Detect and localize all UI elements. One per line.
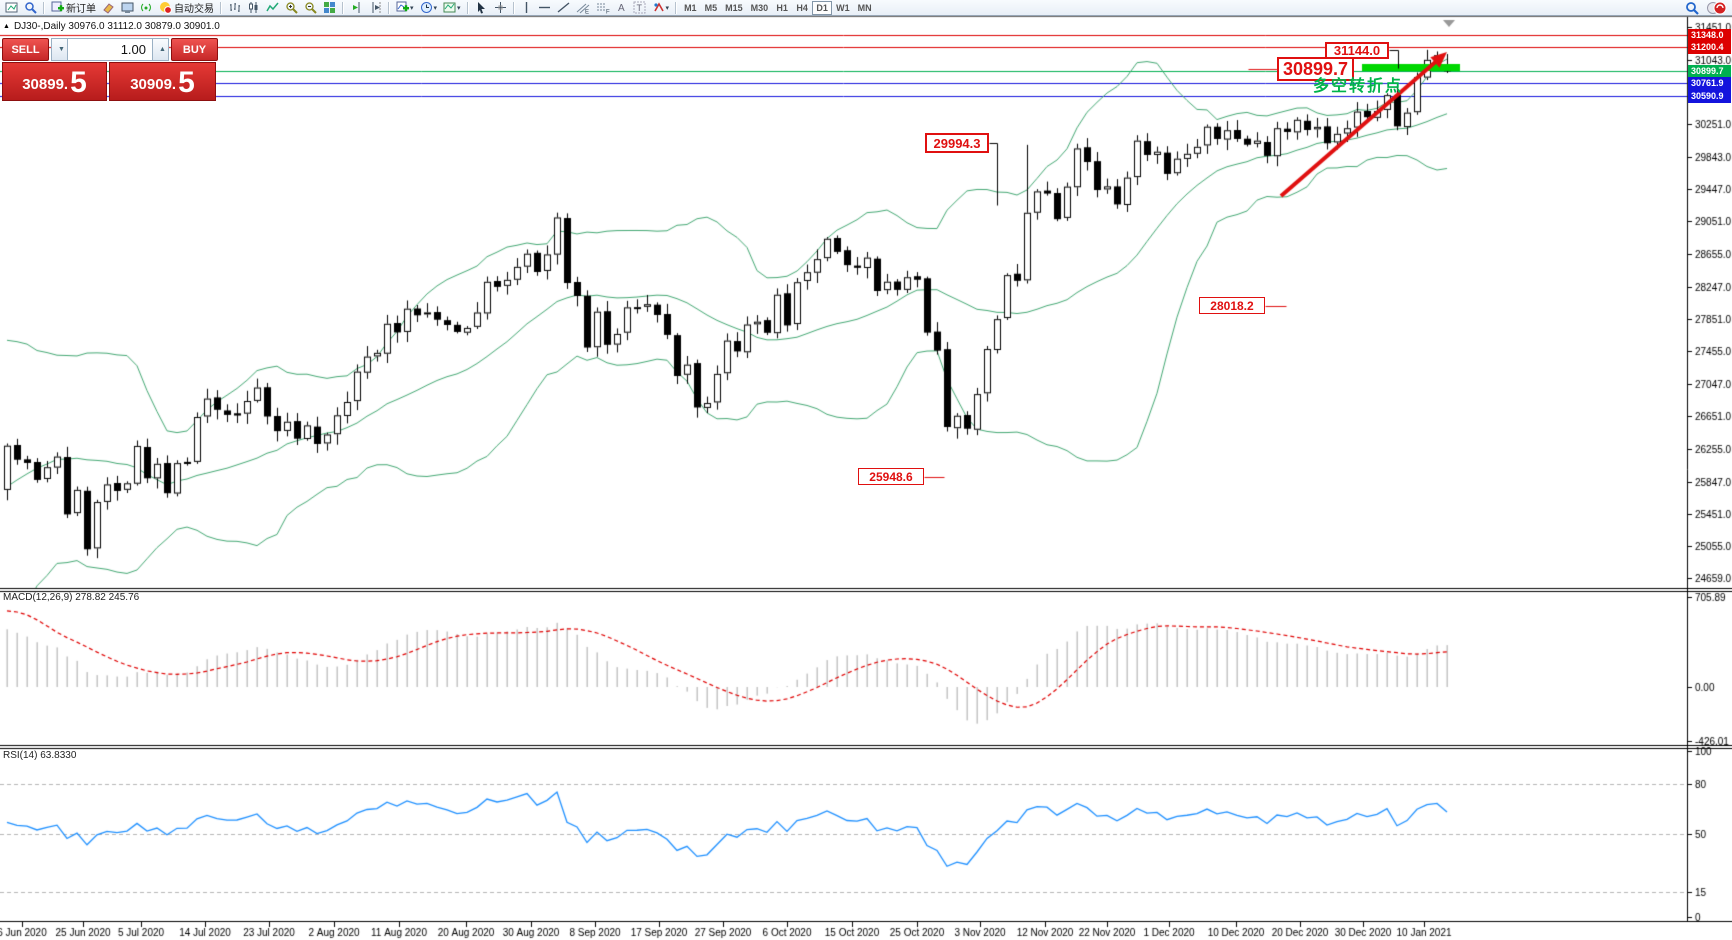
trendline-button[interactable] (555, 1, 572, 15)
volume-input[interactable] (68, 38, 152, 61)
svg-text:A: A (618, 3, 625, 14)
toolbar-separator (675, 1, 678, 14)
zoom-in-button[interactable] (283, 1, 300, 15)
autotrade-button[interactable]: 自动交易 (157, 1, 216, 15)
tf-h4[interactable]: H4 (792, 1, 812, 15)
toolbar-separator (466, 1, 469, 14)
svg-text:E: E (585, 10, 589, 15)
sell-price-main: 30899. (22, 76, 69, 93)
tf-mn[interactable]: MN (854, 1, 876, 15)
toolbar-separator (220, 1, 222, 14)
toolbar-separator (512, 1, 515, 14)
rsi-label: RSI(14) 63.8330 (3, 750, 77, 761)
quote-panel: SELL ▼▲ BUY 30899.5 30909.5 (2, 38, 218, 101)
buy-price-pips: 5 (178, 66, 195, 99)
market-watch-icon[interactable] (119, 1, 136, 15)
caret-icon: ▾ (457, 4, 461, 12)
new-order-label: 新订单 (66, 4, 96, 15)
caret-icon: ▾ (433, 4, 438, 12)
chart-title-text: DJ30-,Daily 30976.0 31112.0 30879.0 3090… (13, 21, 220, 32)
autotrade-label: 自动交易 (174, 4, 214, 15)
text-label-button[interactable]: T (631, 1, 648, 15)
price-badge-30899.7: 30899.7 (1688, 65, 1731, 78)
price-badge-30761.9: 30761.9 (1688, 77, 1731, 90)
volume-down-button[interactable]: ▼ (51, 38, 68, 61)
search-icon[interactable] (1683, 1, 1701, 15)
toolbar: 新订单 自动交易 ▾ ▾ ▾ E F A T ▾ M (0, 0, 1732, 16)
tf-h1[interactable]: H1 (772, 1, 792, 15)
horizontal-line-button[interactable] (536, 1, 553, 15)
annotation-level-28018[interactable]: 28018.2 (1199, 297, 1265, 314)
annotation-level-25948[interactable]: 25948.6 (858, 468, 924, 485)
signals-icon[interactable] (138, 1, 155, 15)
crosshair-button[interactable] (492, 1, 509, 15)
arrows-button[interactable]: ▾ (650, 1, 672, 15)
notifications-icon[interactable] (1703, 1, 1729, 15)
periods-button[interactable]: ▾ (418, 1, 440, 15)
tf-m5[interactable]: M5 (701, 1, 722, 15)
price-badge-30590.9: 30590.9 (1688, 90, 1731, 103)
svg-text:T: T (636, 3, 642, 13)
fibonacci-button[interactable]: F (594, 1, 612, 15)
line-chart-button[interactable] (264, 1, 281, 15)
tf-m1[interactable]: M1 (680, 1, 701, 15)
tile-windows-button[interactable] (321, 1, 338, 15)
sell-button[interactable]: SELL (2, 38, 49, 61)
tf-m30[interactable]: M30 (747, 1, 773, 15)
buy-price-button[interactable]: 30909. 5 (109, 62, 216, 101)
price-badge-31200.4: 31200.4 (1688, 41, 1731, 54)
toolbar-separator (43, 1, 45, 14)
sell-price-pips: 5 (70, 66, 87, 99)
tf-d1[interactable]: D1 (812, 0, 833, 15)
buy-price-main: 30909. (130, 76, 177, 93)
toolbar-separator (388, 1, 390, 14)
andrews-pitchfork-button[interactable]: A (614, 1, 629, 15)
price-badge-31348.0: 31348.0 (1688, 29, 1731, 42)
templates-button[interactable]: ▾ (441, 1, 463, 15)
eraser-icon[interactable] (100, 1, 117, 15)
auto-scroll-button[interactable] (348, 1, 365, 15)
sell-price-button[interactable]: 30899. 5 (2, 62, 107, 101)
annotation-note-turning-point[interactable]: 多空转折点 (1313, 78, 1404, 95)
bar-chart-button[interactable] (226, 1, 243, 15)
annotation-level-30899[interactable]: 30899.7 (1277, 57, 1354, 81)
buy-button[interactable]: BUY (171, 38, 218, 61)
tf-w1[interactable]: W1 (832, 1, 854, 15)
toolbar-separator (342, 1, 344, 14)
candlestick-button[interactable] (245, 1, 262, 15)
macd-label: MACD(12,26,9) 278.82 245.76 (3, 592, 140, 603)
svg-text:F: F (606, 10, 610, 15)
volume-stepper: ▼▲ (51, 38, 169, 61)
caret-icon: ▾ (665, 4, 670, 12)
chart-title: ▲ DJ30-,Daily 30976.0 31112.0 30879.0 30… (3, 21, 220, 32)
vertical-line-button[interactable] (519, 1, 534, 15)
annotation-high-29994[interactable]: 29994.3 (925, 133, 989, 153)
tf-m15[interactable]: M15 (721, 1, 747, 15)
new-order-button[interactable]: 新订单 (49, 1, 98, 15)
caret-icon: ▾ (410, 4, 414, 12)
zoom-out-button[interactable] (302, 1, 319, 15)
symbol-marker-icon: ▲ (3, 23, 10, 30)
profiles-button[interactable] (22, 1, 39, 15)
new-chart-button[interactable] (3, 1, 20, 15)
indicators-button[interactable]: ▾ (394, 1, 416, 15)
volume-up-button[interactable]: ▲ (152, 38, 169, 61)
channel-button[interactable]: E (574, 1, 592, 15)
annotation-high-31144[interactable]: 31144.0 (1325, 42, 1389, 59)
chart-shift-button[interactable] (367, 1, 384, 15)
cursor-button[interactable] (473, 1, 490, 15)
